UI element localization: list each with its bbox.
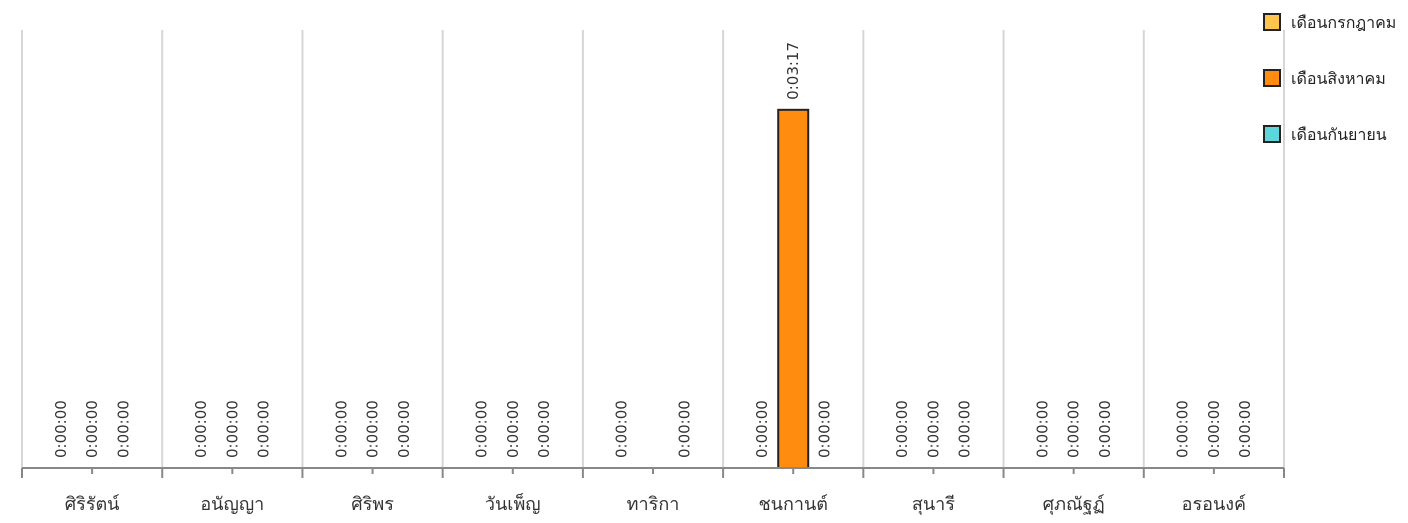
data-label: 0:00:00 [472, 400, 490, 458]
data-label: 0:00:00 [52, 400, 70, 458]
data-label: 0:00:00 [893, 400, 911, 458]
data-label: 0:00:00 [924, 400, 942, 458]
data-label: 0:00:00 [192, 400, 210, 458]
data-label: 0:00:00 [1033, 400, 1051, 458]
data-labels: 0:00:00 0:00:00 0:00:00 0:00:00 0:00:00 0:00:… [52, 42, 1254, 458]
data-label: 0:00:00 [1096, 400, 1114, 458]
data-label: 0:00:00 [83, 400, 101, 458]
category-label: ทาริกา [627, 494, 680, 515]
data-label: 0:00:00 [1236, 400, 1254, 458]
data-label: 0:00:00 [816, 400, 834, 458]
data-label: 0:00:00 [332, 400, 350, 458]
data-label: 0:00:00 [395, 400, 413, 458]
data-label: 0:00:00 [535, 400, 553, 458]
data-label: 0:00:00 [1205, 400, 1223, 458]
legend-swatch [1263, 13, 1281, 31]
legend-label: เดือนกันยายน [1291, 125, 1387, 144]
category-label: ศิริพร [351, 494, 394, 515]
category-label: ชนกานต์ [758, 494, 828, 515]
data-label: 0:00:00 [504, 400, 522, 458]
data-label: 0:00:00 [114, 400, 132, 458]
data-label: 0:00:00 [753, 400, 771, 458]
category-label: อนัญญา [200, 494, 264, 515]
grid-lines [21, 30, 1285, 468]
data-label: 0:00:00 [364, 400, 382, 458]
category-label: ศุภณัฐฏ์ [1043, 494, 1105, 515]
category-label: สุนารี [912, 494, 955, 515]
bar [777, 108, 810, 470]
data-label: 0:00:00 [956, 400, 974, 458]
data-label: 0:00:00 [1065, 400, 1083, 458]
data-label: 0:00:00 [675, 400, 693, 458]
data-label: 0:00:00 [1174, 400, 1192, 458]
legend-swatch [1263, 69, 1281, 87]
bars [777, 108, 810, 470]
legend-label: เดือนกรกฎาคม [1291, 13, 1396, 32]
data-label: 0:00:00 [255, 400, 273, 458]
x-axis: ศิริรัตน์ อนัญญา ศิริพร วันเพ็ญ ทาริกา ชนกานต… [21, 467, 1285, 515]
data-label: 0:03:17 [784, 42, 802, 100]
legend-label: เดือนสิงหาคม [1291, 69, 1386, 88]
category-label: ศิริรัตน์ [65, 494, 120, 515]
category-label: วันเพ็ญ [485, 492, 541, 515]
data-label: 0:00:00 [613, 400, 631, 458]
legend-swatch [1263, 125, 1281, 143]
data-label: 0:00:00 [223, 400, 241, 458]
category-label: อรอนงค์ [1182, 494, 1246, 515]
